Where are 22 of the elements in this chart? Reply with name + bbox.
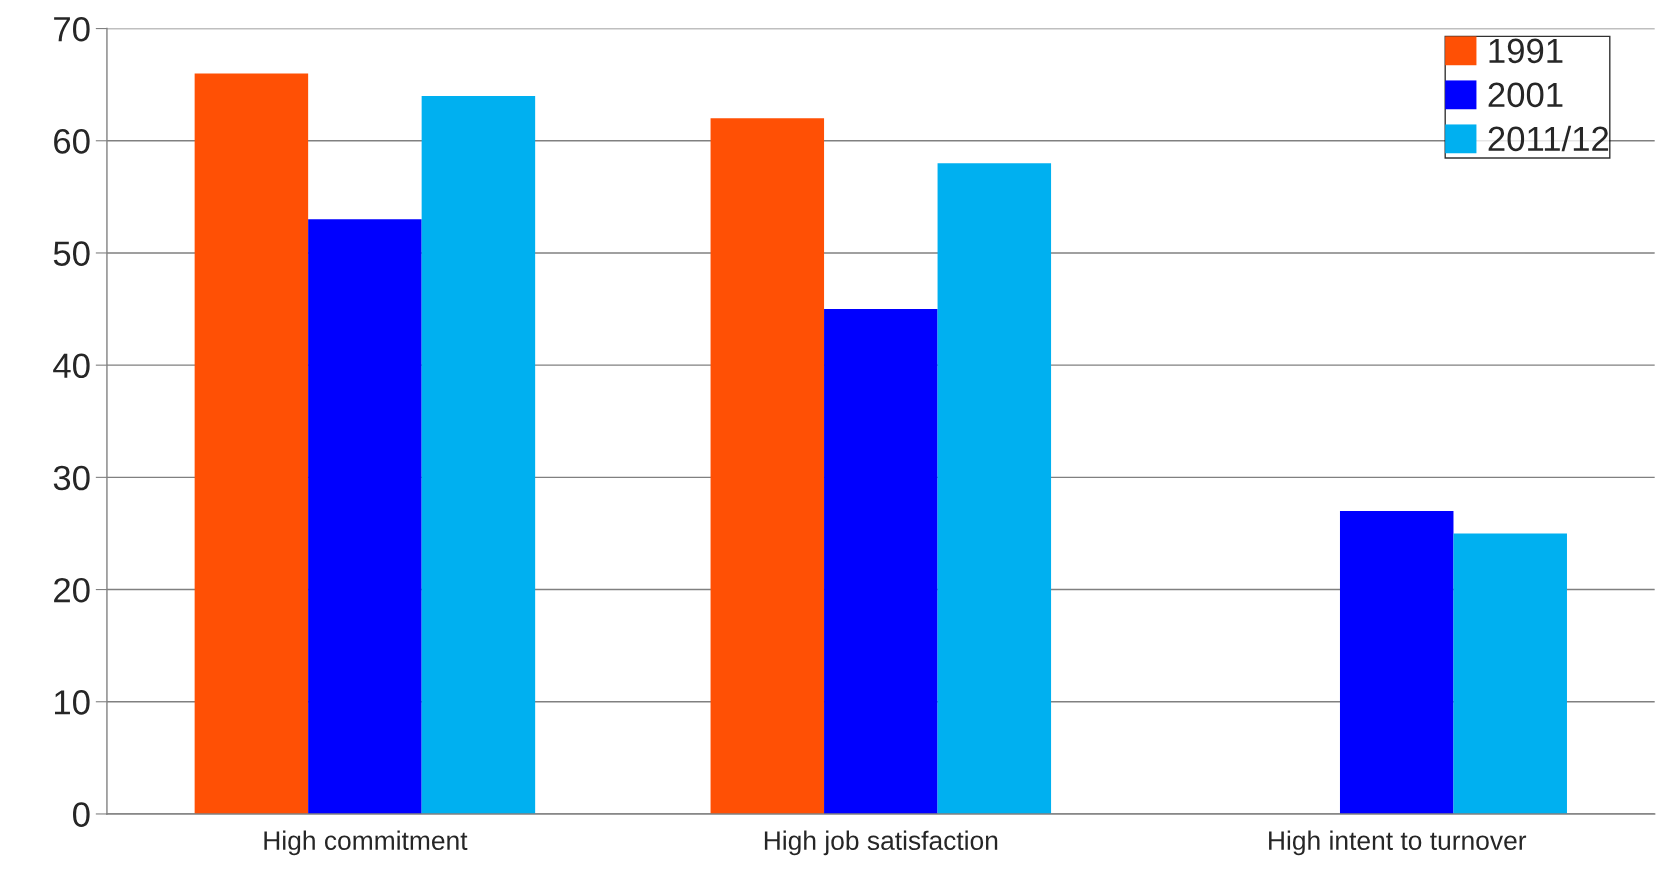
y-tick-label: 10 xyxy=(55,690,90,715)
bar xyxy=(194,73,309,814)
y-tick-label: 70 xyxy=(54,16,90,42)
legend-label: 1991 xyxy=(1489,38,1563,64)
y-tick-label: 0 xyxy=(73,802,90,827)
y-tick-label: 30 xyxy=(53,465,90,491)
y-tick-label: 20 xyxy=(54,577,90,603)
y-tick-label: 40 xyxy=(53,353,90,379)
x-tick-label: High commitment xyxy=(264,830,468,856)
bar xyxy=(308,219,422,814)
x-tick-label: High intent to turnover xyxy=(1269,830,1527,856)
y-tick-label: 50 xyxy=(53,241,90,266)
bar xyxy=(824,309,938,814)
bar xyxy=(937,163,1052,814)
y-tick-label: 60 xyxy=(54,129,90,154)
legend-label: 2011/12 xyxy=(1488,125,1609,152)
bar xyxy=(421,95,536,814)
bar xyxy=(1453,533,1567,814)
bar xyxy=(710,118,825,814)
bar xyxy=(1339,511,1454,814)
legend-label: 2001 xyxy=(1488,82,1563,108)
x-tick-label: High job satisfaction xyxy=(764,830,998,856)
